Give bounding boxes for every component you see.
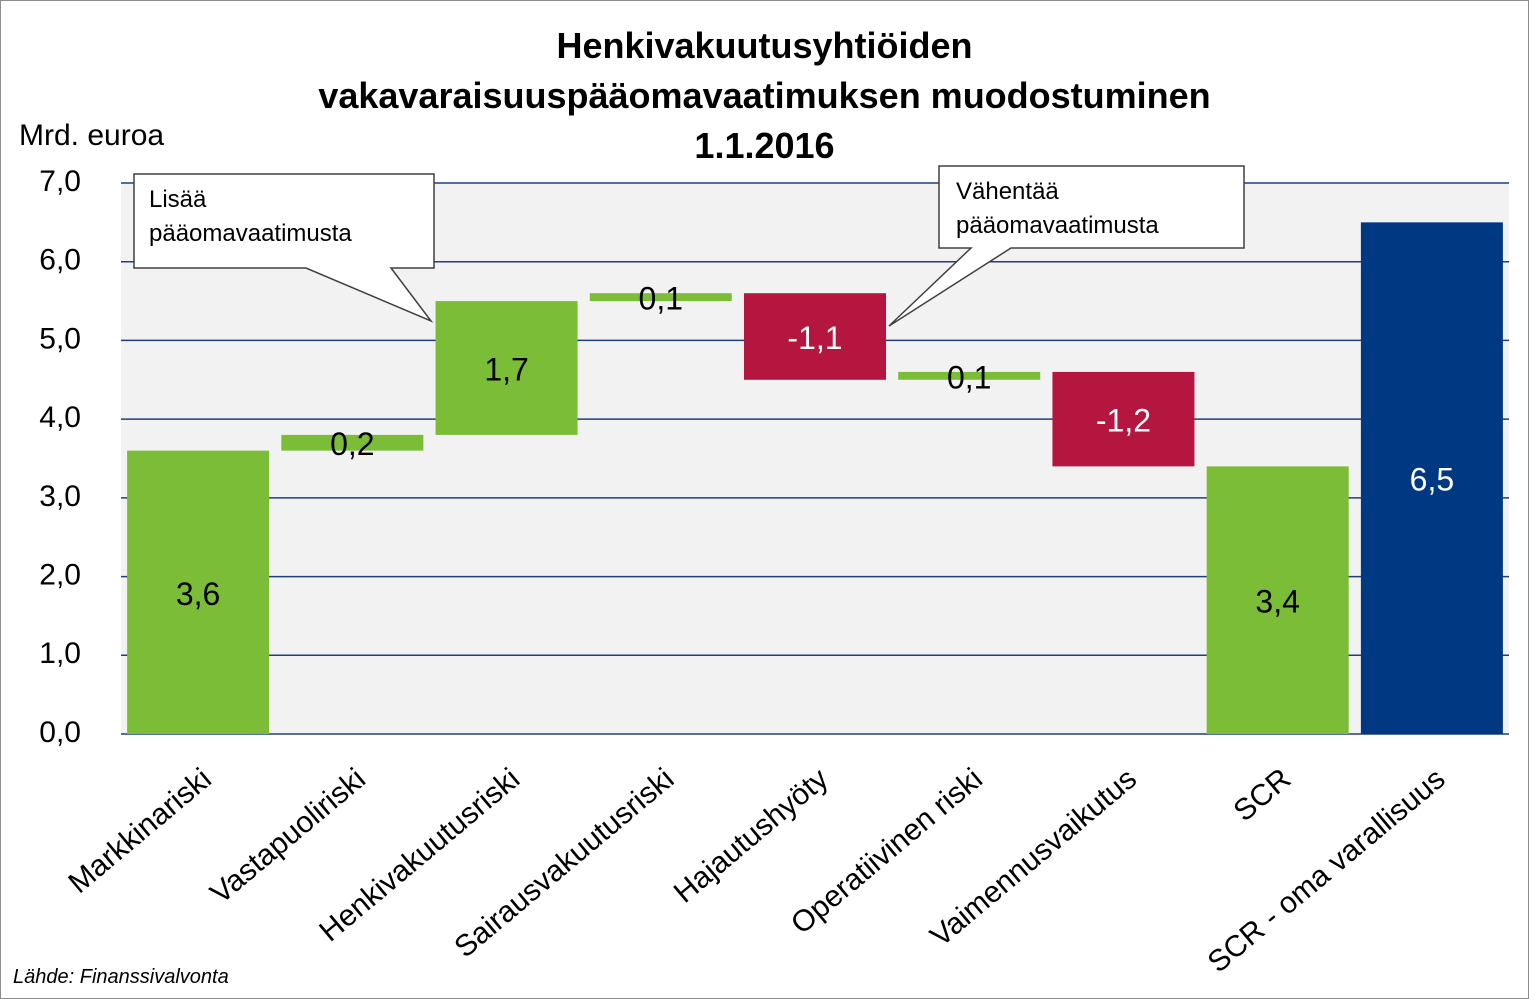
x-tick-label: Hajautushyöty [668, 762, 835, 909]
bar [1360, 222, 1503, 734]
y-tick-label: 5,0 [39, 322, 81, 355]
data-label: 3,4 [1255, 584, 1299, 620]
bar [589, 293, 732, 302]
data-label: 6,5 [1410, 462, 1454, 498]
callout-box [133, 173, 435, 323]
data-label: 3,6 [176, 576, 220, 612]
bar [281, 434, 424, 451]
data-label: 0,2 [330, 426, 374, 462]
x-tick-label: SCR [1228, 762, 1298, 828]
annotation: Vähentää pääomavaatimusta [956, 178, 1159, 239]
source-note: Lähde: Finanssivalvonta [13, 966, 229, 988]
bar [898, 371, 1041, 380]
y-tick-label: 3,0 [39, 480, 81, 513]
y-tick-label: 4,0 [39, 401, 81, 434]
y-tick-label: 1,0 [39, 637, 81, 670]
y-tick-label: 6,0 [39, 244, 81, 277]
chart-title: Henkivakuutusyhtiöiden vakavaraisuuspääo… [318, 25, 1211, 166]
y-tick-label: 7,0 [39, 165, 81, 198]
data-label: 1,7 [484, 351, 528, 387]
bar [1052, 371, 1195, 467]
data-label: 0,1 [947, 359, 991, 395]
bar [1206, 466, 1349, 734]
bar [127, 450, 270, 734]
bar [435, 301, 578, 435]
annotation: Lisää pääomavaatimusta [149, 186, 352, 247]
callout-box [888, 165, 1245, 327]
data-label: -1,1 [787, 320, 842, 356]
data-label: -1,2 [1096, 403, 1151, 439]
x-tick-label: Vastapuoliriski [204, 762, 372, 910]
y-tick-label: 2,0 [39, 558, 81, 591]
bar [744, 293, 886, 380]
y-axis-label: Mrd. euroa [19, 119, 165, 152]
x-tick-label: Markkinariski [62, 762, 217, 900]
y-tick-label: 0,0 [39, 716, 81, 749]
data-label: 0,1 [639, 281, 683, 317]
